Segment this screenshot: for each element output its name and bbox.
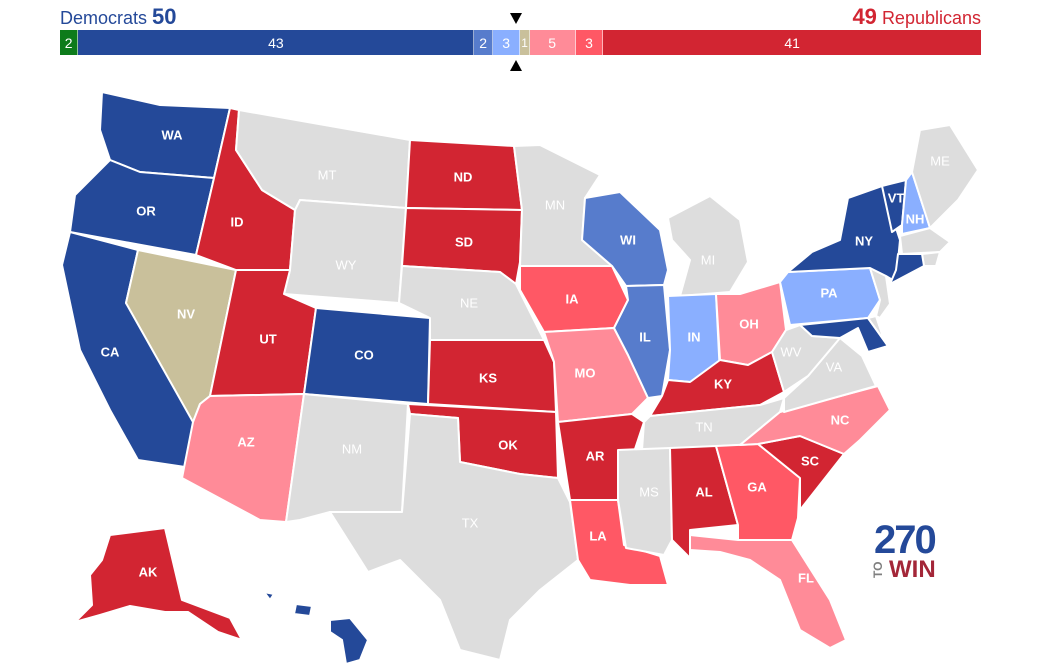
state-RI[interactable] <box>921 251 941 267</box>
label-HI: HI <box>316 639 329 654</box>
state-TX[interactable] <box>329 413 579 661</box>
state-AZ[interactable] <box>181 393 305 523</box>
state-HI[interactable] <box>263 591 369 665</box>
democrats-label: Democrats <box>60 8 148 28</box>
state-CT[interactable] <box>889 253 925 285</box>
seat-bar-segment-tossup: 1 <box>520 30 530 55</box>
state-MA[interactable] <box>899 227 951 255</box>
state-KS[interactable] <box>427 339 557 413</box>
state-IL[interactable] <box>613 284 671 399</box>
logo-to: TO <box>871 561 885 578</box>
state-AK[interactable] <box>74 527 243 641</box>
republicans-label: Republicans <box>881 8 981 28</box>
majority-marker-top-icon <box>510 13 522 24</box>
state-ND[interactable] <box>405 139 523 211</box>
state-PA[interactable] <box>779 267 881 326</box>
state-MS[interactable] <box>617 447 673 556</box>
democrats-total: 50 <box>152 4 177 29</box>
seat-bar-segment-dem-leans: 3 <box>492 30 521 55</box>
seat-bar-segment-rep-safe: 41 <box>603 30 981 55</box>
state-MI[interactable] <box>667 195 749 297</box>
state-DE[interactable] <box>867 315 889 347</box>
state-FL[interactable] <box>689 534 847 649</box>
republicans-summary: 49 Republicans <box>852 6 981 29</box>
democrats-summary: Democrats 50 <box>60 6 177 29</box>
seat-bar-segment-rep-likely: 3 <box>575 30 604 55</box>
state-IA[interactable] <box>519 265 629 333</box>
seat-bar-segment-independent: 2 <box>60 30 79 55</box>
logo-win: WIN <box>889 556 936 583</box>
seat-bar-segment-dem-safe: 43 <box>78 30 475 55</box>
state-NY[interactable] <box>787 185 901 283</box>
seat-bar-segment-rep-leans: 5 <box>529 30 576 55</box>
state-NM[interactable] <box>285 393 409 523</box>
majority-marker-bottom-icon <box>510 60 522 71</box>
logo-number: 270 <box>874 518 937 562</box>
state-WY[interactable] <box>283 199 407 304</box>
270towin-logo: 270 TO WIN <box>871 518 952 583</box>
senate-summary-header: Democrats 50 49 Republicans <box>60 4 981 32</box>
seat-bar-segment-dem-likely: 2 <box>474 30 493 55</box>
seat-balance-bar: 2 43 2 3 1 5 3 41 <box>60 30 981 55</box>
state-CO[interactable] <box>303 307 431 405</box>
republicans-total: 49 <box>852 4 877 29</box>
